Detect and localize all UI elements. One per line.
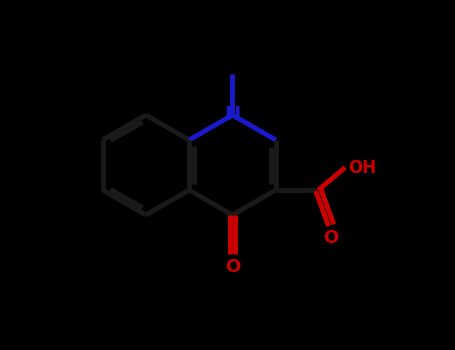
Text: OH: OH <box>349 159 377 176</box>
Text: O: O <box>324 229 339 247</box>
Text: N: N <box>224 105 241 125</box>
Text: O: O <box>225 258 240 275</box>
